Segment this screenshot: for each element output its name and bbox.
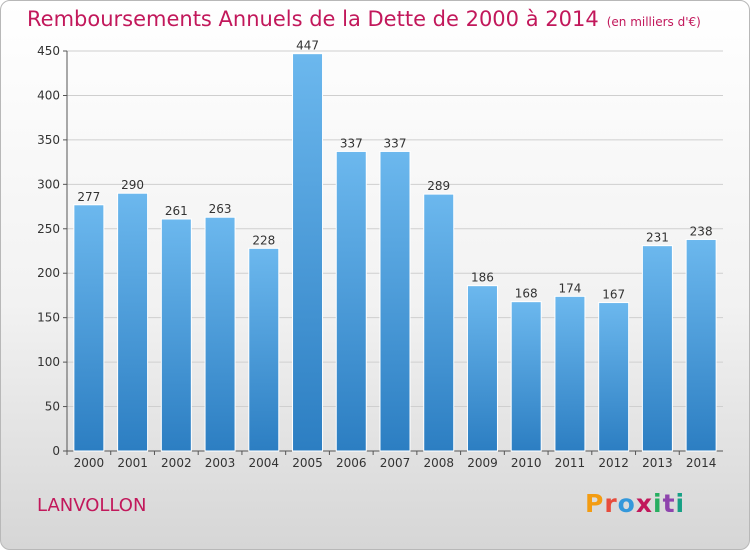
value-label-2000: 277 (77, 190, 100, 204)
y-tick-label: 300 (37, 177, 60, 191)
bar-2010 (510, 301, 542, 452)
bar-2007 (379, 150, 411, 452)
labels: 0 50 100 150 200 250 300 350 400 450 277 2000 290 200… (37, 39, 716, 470)
x-tick-label-2003: 2003 (205, 456, 236, 470)
x-tick-label-2013: 2013 (642, 456, 673, 470)
logo-letter: i (675, 489, 686, 518)
x-tick-label-2007: 2007 (380, 456, 411, 470)
bar-2012 (598, 302, 630, 452)
bar-2000 (73, 204, 105, 452)
bar-2011 (554, 295, 586, 452)
logo-letter: r (604, 489, 618, 518)
x-tick-label-2014: 2014 (686, 456, 717, 470)
value-label-2009: 186 (471, 271, 494, 285)
value-label-2014: 238 (690, 224, 713, 238)
bars (73, 53, 717, 452)
value-label-2004: 228 (252, 233, 275, 247)
bar-2001 (117, 192, 149, 452)
x-tick-label-2001: 2001 (117, 456, 148, 470)
value-label-2011: 174 (558, 281, 581, 295)
y-tick-label: 250 (37, 222, 60, 236)
value-label-2012: 167 (602, 288, 625, 302)
x-tick-label-2008: 2008 (423, 456, 454, 470)
bar-2003 (204, 216, 236, 452)
logo-letter: t (662, 489, 676, 518)
value-label-2002: 261 (165, 204, 188, 218)
bar-2004 (248, 247, 280, 452)
x-tick-label-2012: 2012 (598, 456, 629, 470)
value-label-2013: 231 (646, 231, 669, 245)
value-label-2010: 168 (515, 287, 538, 301)
y-tick-label: 50 (45, 400, 60, 414)
logo-letter: i (653, 489, 663, 518)
chart-title-text: Remboursements Annuels de la Dette de 20… (27, 7, 599, 31)
y-tick-label: 200 (37, 266, 60, 280)
bar-2005 (292, 53, 324, 452)
value-label-2006: 337 (340, 136, 363, 150)
x-tick-label-2005: 2005 (292, 456, 323, 470)
x-tick-label-2004: 2004 (249, 456, 280, 470)
y-tick-label: 150 (37, 311, 60, 325)
bar-2008 (423, 193, 455, 452)
logo-letter: o (617, 489, 636, 518)
y-tick-label: 450 (37, 44, 60, 58)
bar-2009 (466, 285, 498, 452)
y-tick-label: 350 (37, 133, 60, 147)
x-tick-label-2009: 2009 (467, 456, 498, 470)
value-label-2007: 337 (384, 136, 407, 150)
y-tick-label: 400 (37, 88, 60, 102)
chart-subtitle: (en milliers d'€) (606, 15, 701, 29)
value-label-2001: 290 (121, 178, 144, 192)
proxiti-logo: Proxiti (585, 489, 685, 518)
y-tick-label: 100 (37, 355, 60, 369)
x-tick-label-2002: 2002 (161, 456, 192, 470)
bar-2013 (641, 245, 673, 452)
y-tick-label: 0 (52, 444, 60, 458)
city-name: LANVOLLON (37, 495, 147, 516)
value-label-2005: 447 (296, 39, 319, 53)
chart-title: Remboursements Annuels de la Dette de 20… (27, 7, 701, 31)
logo-letter: x (635, 489, 653, 518)
bar-2006 (335, 150, 367, 452)
bar-2014 (685, 238, 717, 452)
value-label-2008: 289 (427, 179, 450, 193)
bar-2002 (160, 218, 192, 452)
value-label-2003: 263 (209, 202, 232, 216)
x-tick-label-2010: 2010 (511, 456, 542, 470)
x-tick-label-2011: 2011 (555, 456, 586, 470)
x-tick-label-2006: 2006 (336, 456, 367, 470)
x-tick-label-2000: 2000 (74, 456, 105, 470)
logo-letter: P (585, 489, 605, 518)
